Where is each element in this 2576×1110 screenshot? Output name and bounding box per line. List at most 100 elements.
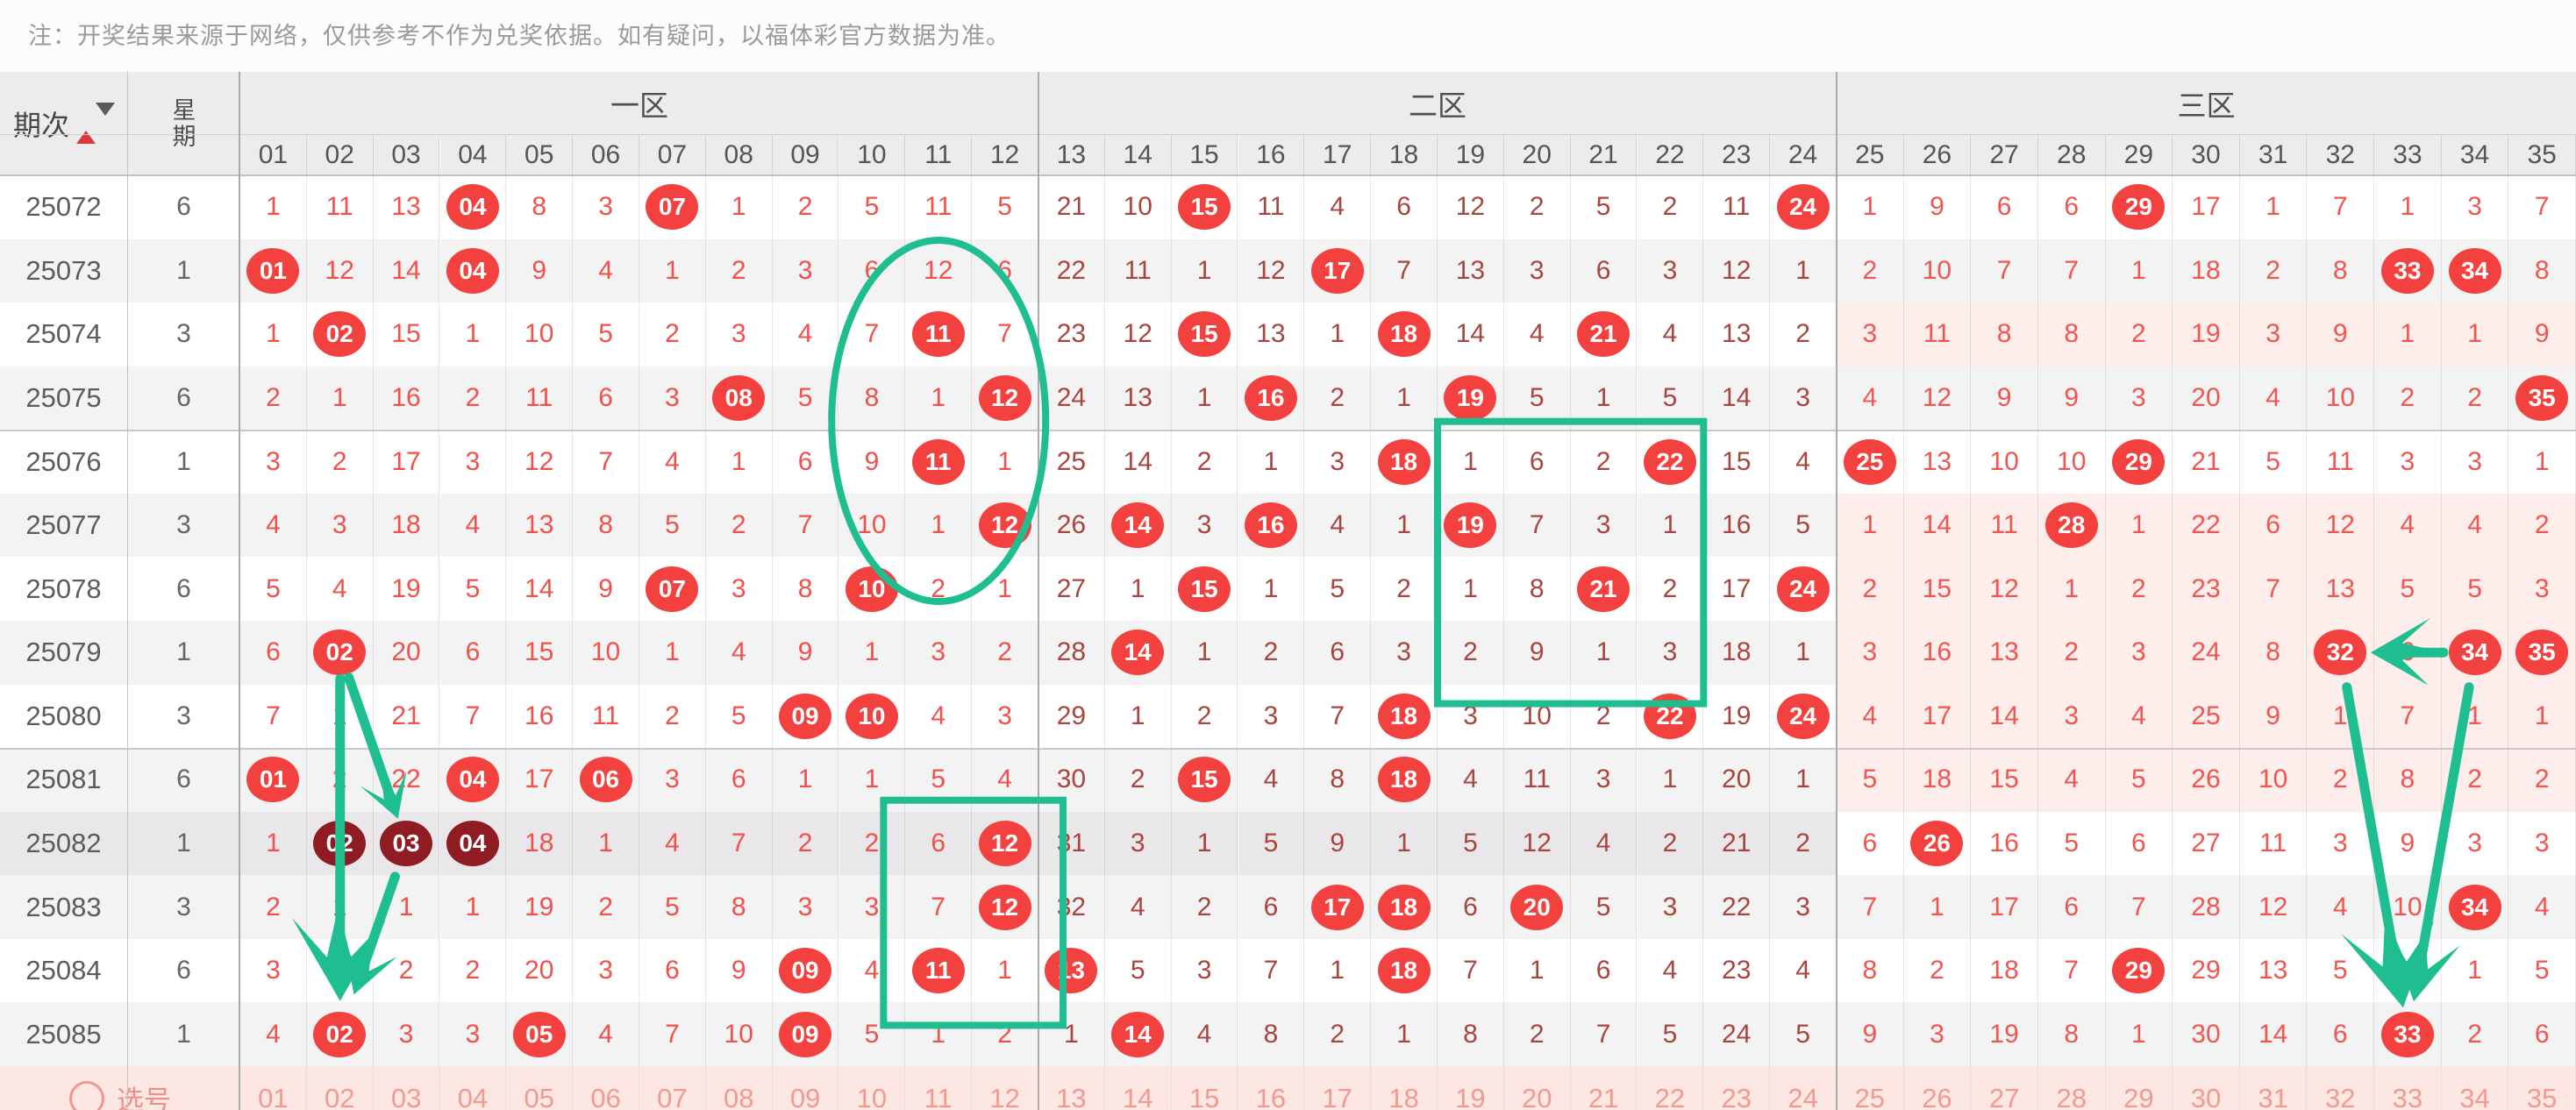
drawn-ball-14: 14	[1111, 1011, 1165, 1057]
col-header-07: 07	[639, 135, 706, 175]
pick-number-19[interactable]: 19	[1438, 1066, 1504, 1110]
miss-cell: 16	[1903, 621, 1972, 685]
pick-number-17[interactable]: 17	[1304, 1066, 1372, 1110]
pick-number-21[interactable]: 21	[1571, 1066, 1638, 1110]
pick-number-07[interactable]: 07	[639, 1066, 706, 1110]
pick-number-03[interactable]: 03	[374, 1066, 440, 1110]
period-cell: 25084	[0, 938, 128, 1003]
miss-cell: 6	[639, 938, 706, 1003]
pick-number-06[interactable]: 06	[573, 1066, 639, 1110]
pick-number-02[interactable]: 02	[307, 1066, 374, 1110]
miss-cell: 13	[373, 175, 440, 239]
miss-cell: 14	[1104, 493, 1172, 558]
drawn-ball-33: 33	[2380, 247, 2434, 294]
pick-number-01[interactable]: 01	[240, 1066, 307, 1110]
miss-cell: 7	[2508, 175, 2576, 239]
miss-cell: 1	[1438, 430, 1504, 494]
miss-cell: 18	[373, 493, 440, 558]
pick-number-12[interactable]: 12	[972, 1066, 1038, 1110]
pick-number-11[interactable]: 11	[905, 1066, 973, 1110]
pick-number-22[interactable]: 22	[1638, 1066, 1704, 1110]
col-header-18: 18	[1371, 135, 1438, 175]
miss-cell: 3	[573, 175, 639, 239]
miss-cell: 14	[373, 238, 440, 303]
miss-cell: 8	[838, 366, 906, 430]
pick-number-04[interactable]: 04	[440, 1066, 507, 1110]
miss-cell: 18	[506, 811, 574, 876]
weekday-cell: 6	[128, 748, 240, 812]
pick-number-09[interactable]: 09	[773, 1066, 839, 1110]
miss-cell: 22	[1637, 430, 1704, 494]
header-bottom-line	[0, 174, 2576, 176]
miss-cell: 10	[2239, 748, 2308, 812]
pick-number-32[interactable]: 32	[2307, 1066, 2375, 1110]
miss-cell: 2	[1304, 366, 1372, 430]
pick-number-14[interactable]: 14	[1105, 1066, 1172, 1110]
pick-number-18[interactable]: 18	[1371, 1066, 1438, 1110]
miss-cell: 3	[373, 1002, 440, 1066]
miss-cell: 01	[240, 238, 307, 303]
pick-number-20[interactable]: 20	[1504, 1066, 1571, 1110]
drawn-ball-02: 02	[313, 1011, 367, 1057]
miss-cell: 12	[2239, 875, 2308, 939]
pick-label-cell[interactable]: 选号	[0, 1066, 240, 1110]
miss-cell: 24	[1770, 175, 1837, 239]
miss-cell: 4	[2239, 366, 2308, 430]
miss-cell: 1	[1104, 684, 1172, 749]
pick-number-26[interactable]: 26	[1904, 1066, 1972, 1110]
miss-cell: 15	[1171, 302, 1238, 366]
pick-number-28[interactable]: 28	[2038, 1066, 2106, 1110]
miss-cell: 35	[2508, 621, 2576, 685]
miss-cell: 6	[439, 621, 507, 685]
drawn-ball-12: 12	[978, 502, 1031, 549]
miss-cell: 2	[1637, 811, 1704, 876]
pick-number-05[interactable]: 05	[506, 1066, 574, 1110]
miss-cell: 09	[772, 1002, 839, 1066]
miss-cell: 7	[1570, 1002, 1638, 1066]
pick-number-31[interactable]: 31	[2240, 1066, 2308, 1110]
miss-cell: 2	[306, 430, 374, 494]
miss-cell: 2	[2307, 748, 2375, 812]
drawn-ball-03: 03	[380, 820, 433, 866]
pick-number-35[interactable]: 35	[2508, 1066, 2576, 1110]
pick-number-15[interactable]: 15	[1172, 1066, 1238, 1110]
period-cell: 25083	[0, 875, 128, 939]
pick-number-16[interactable]: 16	[1238, 1066, 1305, 1110]
sort-up-icon[interactable]	[76, 116, 96, 144]
miss-cell: 5	[2105, 748, 2173, 812]
miss-cell: 3	[1171, 493, 1238, 558]
drawn-ball-18: 18	[1377, 693, 1431, 739]
pick-number-34[interactable]: 34	[2442, 1066, 2509, 1110]
miss-cell: 10	[573, 621, 639, 685]
pick-number-10[interactable]: 10	[839, 1066, 906, 1110]
miss-cell: 12	[2307, 493, 2375, 558]
sort-down-icon[interactable]	[96, 103, 115, 131]
miss-cell: 3	[705, 302, 773, 366]
miss-cell: 27	[1038, 557, 1105, 621]
pick-number-24[interactable]: 24	[1770, 1066, 1837, 1110]
pick-label: 选号	[117, 1085, 171, 1110]
miss-cell: 15	[373, 302, 440, 366]
period-column-header[interactable]: 期次	[0, 72, 128, 175]
drawn-ball-09: 09	[779, 948, 832, 994]
miss-cell: 24	[1038, 366, 1105, 430]
pick-number-25[interactable]: 25	[1837, 1066, 1904, 1110]
miss-cell: 10	[1503, 684, 1571, 749]
pick-number-30[interactable]: 30	[2173, 1066, 2240, 1110]
drawn-ball-24: 24	[1776, 693, 1830, 739]
miss-cell: 5	[2374, 557, 2442, 621]
miss-cell: 33	[2374, 238, 2442, 303]
miss-cell: 2	[2441, 1002, 2509, 1066]
miss-cell: 2	[705, 493, 773, 558]
miss-cell: 9	[838, 430, 906, 494]
pick-number-29[interactable]: 29	[2106, 1066, 2173, 1110]
pick-number-13[interactable]: 13	[1038, 1066, 1105, 1110]
weekday-cell: 6	[128, 366, 240, 430]
miss-cell: 6	[1971, 175, 2038, 239]
col-header-27: 27	[1971, 135, 2038, 175]
pick-number-33[interactable]: 33	[2374, 1066, 2442, 1110]
sort-icons[interactable]	[76, 103, 115, 144]
pick-number-23[interactable]: 23	[1703, 1066, 1771, 1110]
pick-number-27[interactable]: 27	[1971, 1066, 2038, 1110]
pick-number-08[interactable]: 08	[706, 1066, 773, 1110]
